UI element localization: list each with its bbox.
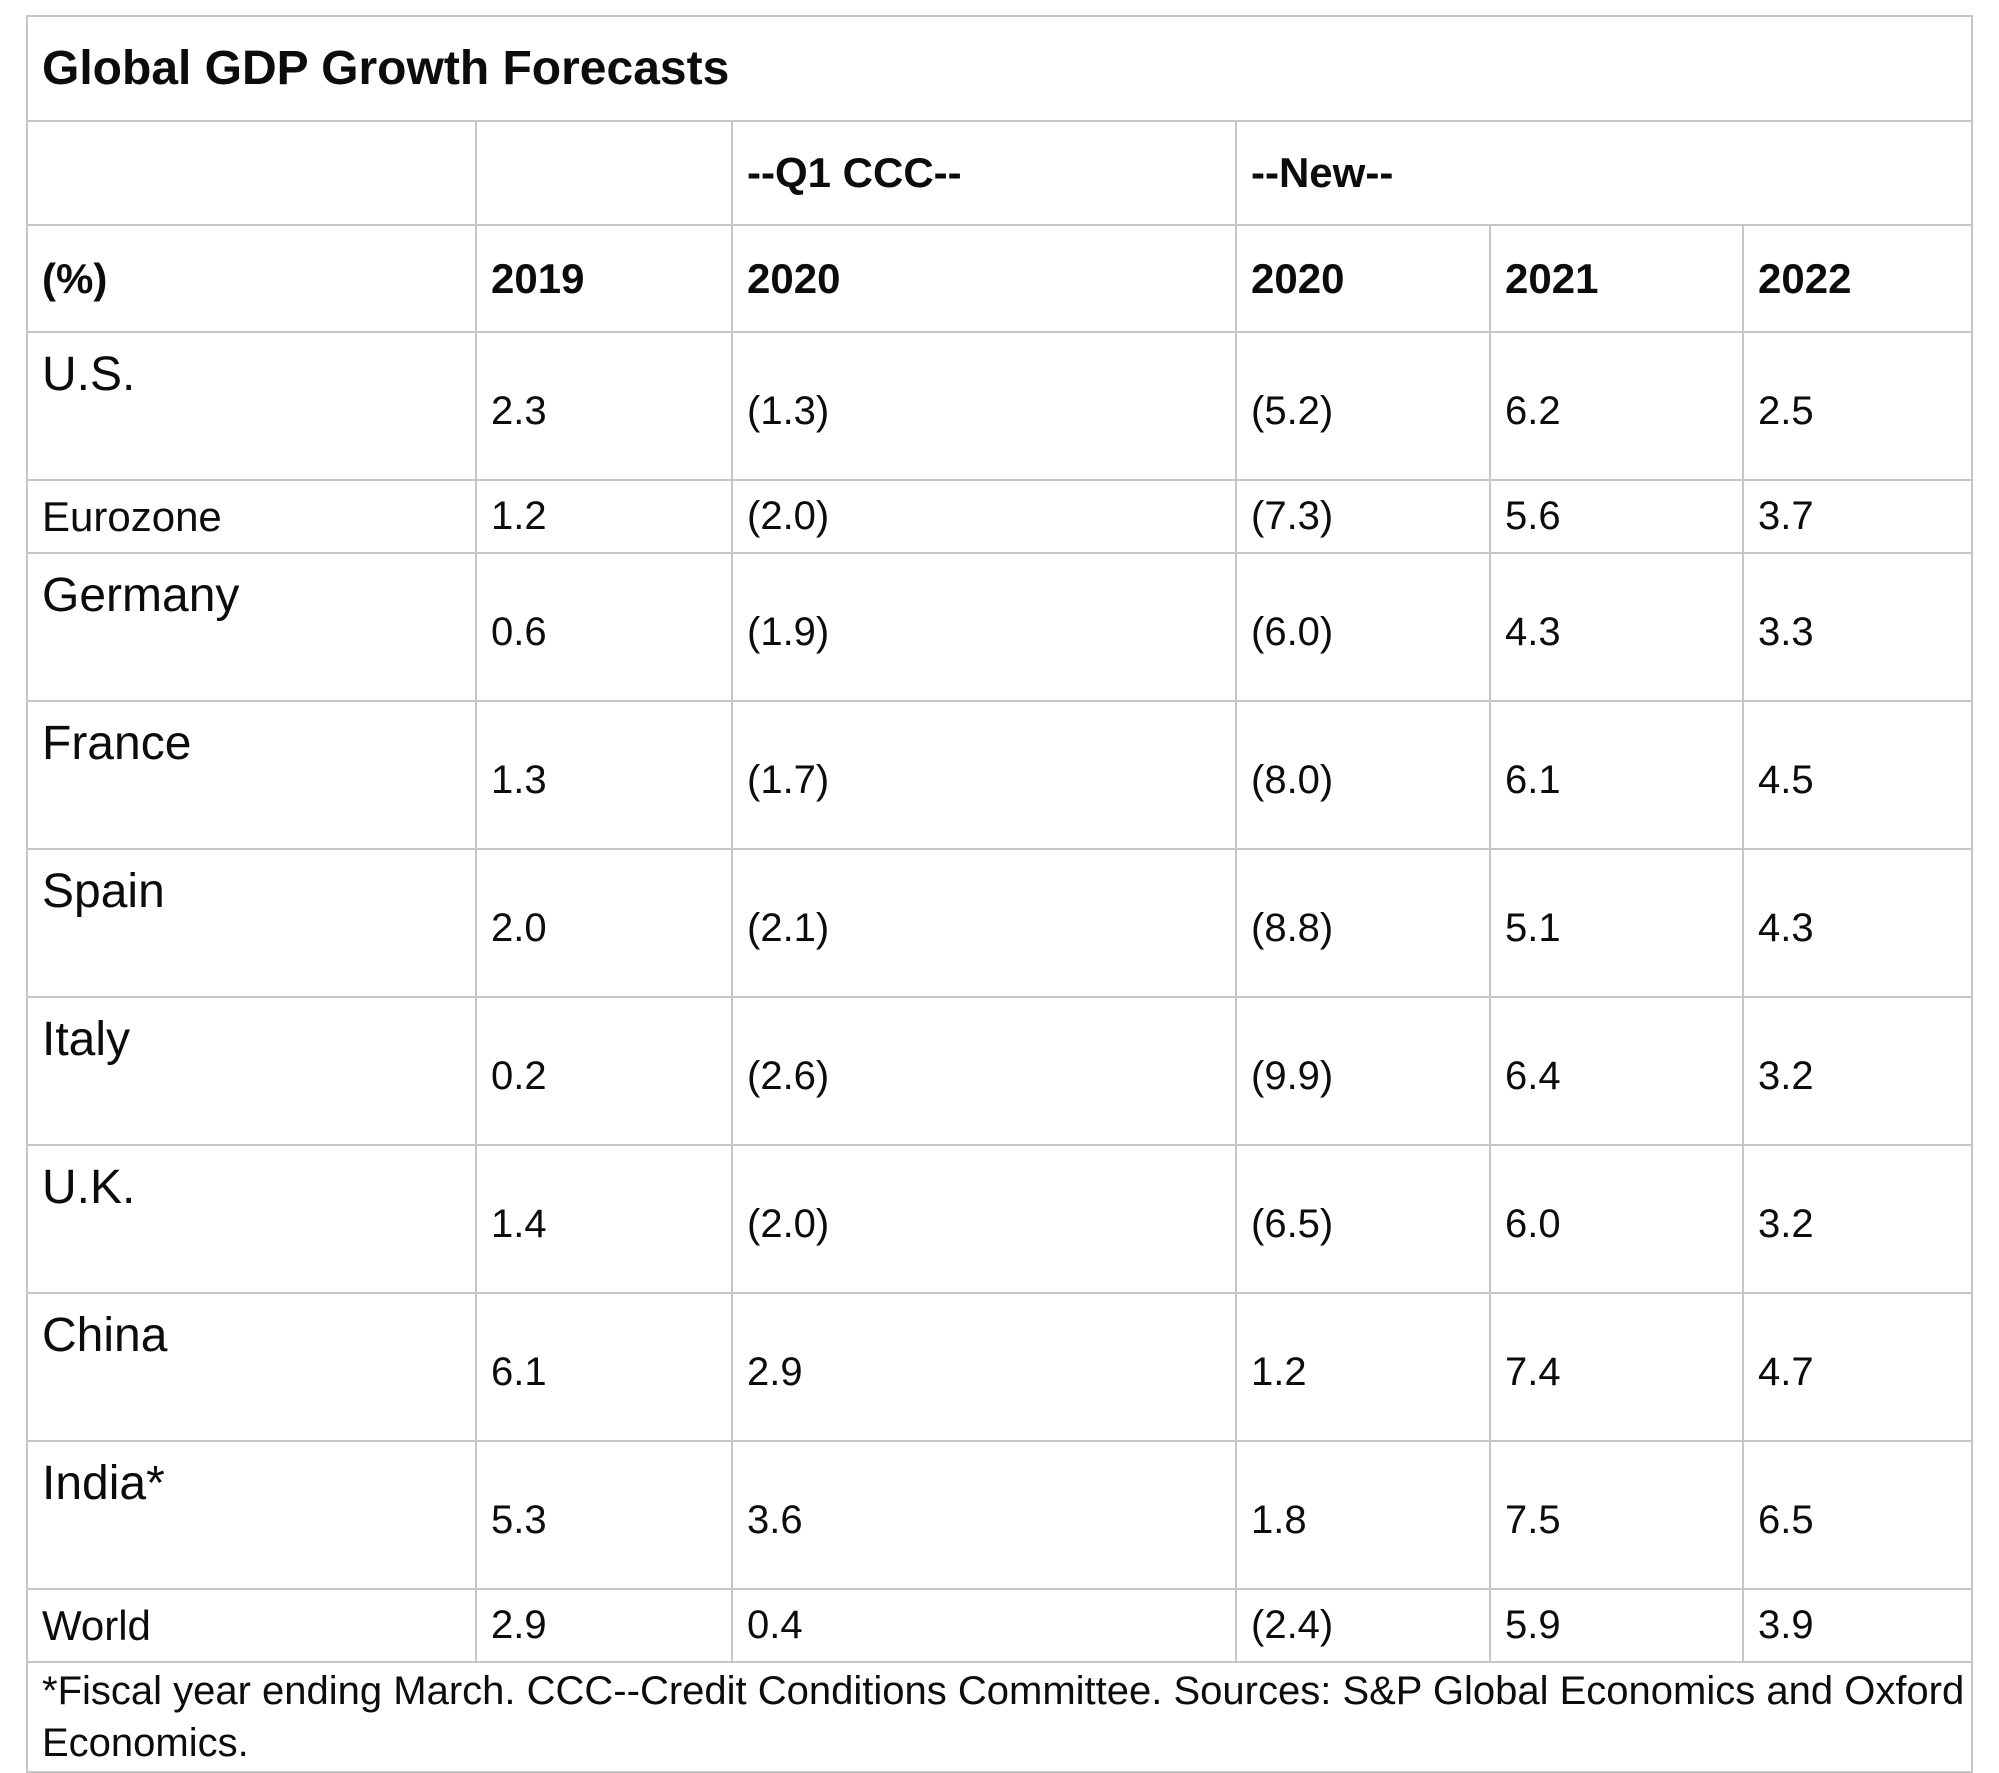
- cell-value: 2.0: [475, 848, 733, 998]
- column-header-2020b: 2020: [1235, 224, 1491, 333]
- row-label: Spain: [26, 848, 477, 998]
- cell-value: (8.0): [1235, 700, 1491, 850]
- cell-value: 2.9: [475, 1588, 733, 1663]
- table-row: Germany 0.6 (1.9) (6.0) 4.3 3.3: [26, 552, 1974, 702]
- cell-value: 1.4: [475, 1144, 733, 1294]
- cell-value: (2.4): [1235, 1588, 1491, 1663]
- row-label: France: [26, 700, 477, 850]
- cell-value: (2.0): [731, 479, 1237, 554]
- cell-value: 6.2: [1489, 331, 1744, 481]
- table-row: World 2.9 0.4 (2.4) 5.9 3.9: [26, 1588, 1974, 1663]
- cell-value: 6.5: [1741, 1440, 1974, 1590]
- table-row: France 1.3 (1.7) (8.0) 6.1 4.5: [26, 700, 1974, 850]
- cell-value: (7.3): [1235, 479, 1491, 554]
- group-header-row: --Q1 CCC-- --New--: [26, 120, 1974, 226]
- cell-value: 3.7: [1741, 479, 1974, 554]
- cell-value: (1.3): [731, 331, 1237, 481]
- title-row: Global GDP Growth Forecasts: [25, 15, 1974, 122]
- cell-value: 6.0: [1489, 1144, 1744, 1294]
- footnote: *Fiscal year ending March. CCC--Credit C…: [25, 1661, 1974, 1773]
- group-header-empty-1: [26, 120, 477, 226]
- cell-value: 5.3: [475, 1440, 733, 1590]
- cell-value: 7.4: [1489, 1292, 1744, 1442]
- group-header-q1ccc: --Q1 CCC--: [731, 120, 1237, 226]
- cell-value: 4.3: [1741, 848, 1974, 998]
- cell-value: (1.9): [731, 552, 1237, 702]
- cell-value: (6.5): [1235, 1144, 1491, 1294]
- group-header-new: --New--: [1234, 120, 1974, 226]
- cell-value: 7.5: [1489, 1440, 1744, 1590]
- cell-value: 3.9: [1741, 1588, 1974, 1663]
- table-row: U.K. 1.4 (2.0) (6.5) 6.0 3.2: [26, 1144, 1974, 1294]
- footnote-row: *Fiscal year ending March. CCC--Credit C…: [25, 1661, 1974, 1773]
- column-header-row: (%) 2019 2020 2020 2021 2022: [26, 224, 1974, 333]
- row-label: World: [26, 1588, 477, 1663]
- cell-value: 2.5: [1741, 331, 1974, 481]
- cell-value: (2.6): [731, 996, 1237, 1146]
- cell-value: (2.0): [731, 1144, 1237, 1294]
- table-row: India* 5.3 3.6 1.8 7.5 6.5: [26, 1440, 1974, 1590]
- cell-value: 5.1: [1489, 848, 1744, 998]
- cell-value: 1.3: [475, 700, 733, 850]
- cell-value: 3.2: [1741, 1144, 1974, 1294]
- cell-value: (8.8): [1235, 848, 1491, 998]
- cell-value: 4.7: [1741, 1292, 1974, 1442]
- column-header-unit: (%): [26, 224, 477, 333]
- cell-value: 2.3: [475, 331, 733, 481]
- row-label: Germany: [26, 552, 477, 702]
- cell-value: 4.3: [1489, 552, 1744, 702]
- row-label: China: [26, 1292, 477, 1442]
- cell-value: 3.2: [1741, 996, 1974, 1146]
- column-header-2019: 2019: [475, 224, 733, 333]
- row-label: U.S.: [26, 331, 477, 481]
- table-row: Spain 2.0 (2.1) (8.8) 5.1 4.3: [26, 848, 1974, 998]
- row-label: U.K.: [26, 1144, 477, 1294]
- cell-value: (1.7): [731, 700, 1237, 850]
- cell-value: 3.6: [731, 1440, 1237, 1590]
- footnote-line-1: *Fiscal year ending March. CCC--Credit C…: [42, 1669, 1965, 1713]
- row-label: Italy: [26, 996, 477, 1146]
- cell-value: 0.6: [475, 552, 733, 702]
- cell-value: (6.0): [1235, 552, 1491, 702]
- cell-value: 3.3: [1741, 552, 1974, 702]
- table-row: Italy 0.2 (2.6) (9.9) 6.4 3.2: [26, 996, 1974, 1146]
- cell-value: (2.1): [731, 848, 1237, 998]
- row-label: Eurozone: [26, 479, 477, 554]
- cell-value: 6.4: [1489, 996, 1744, 1146]
- table-row: U.S. 2.3 (1.3) (5.2) 6.2 2.5: [26, 331, 1974, 481]
- cell-value: 6.1: [1489, 700, 1744, 850]
- cell-value: 4.5: [1741, 700, 1974, 850]
- cell-value: 0.4: [731, 1588, 1237, 1663]
- cell-value: 5.6: [1489, 479, 1744, 554]
- cell-value: (5.2): [1235, 331, 1491, 481]
- cell-value: 5.9: [1489, 1588, 1744, 1663]
- table-row: Eurozone 1.2 (2.0) (7.3) 5.6 3.7: [26, 479, 1974, 554]
- cell-value: 0.2: [475, 996, 733, 1146]
- cell-value: (9.9): [1235, 996, 1491, 1146]
- column-header-2020a: 2020: [731, 224, 1237, 333]
- cell-value: 6.1: [475, 1292, 733, 1442]
- cell-value: 1.2: [475, 479, 733, 554]
- gdp-forecast-table: Global GDP Growth Forecasts --Q1 CCC-- -…: [25, 15, 1974, 1773]
- column-header-2021: 2021: [1489, 224, 1744, 333]
- group-header-empty-2: [475, 120, 733, 226]
- row-label: India*: [26, 1440, 477, 1590]
- column-header-2022: 2022: [1741, 224, 1974, 333]
- table-title: Global GDP Growth Forecasts: [25, 15, 1974, 122]
- table-row: China 6.1 2.9 1.2 7.4 4.7: [26, 1292, 1974, 1442]
- cell-value: 2.9: [731, 1292, 1237, 1442]
- cell-value: 1.2: [1235, 1292, 1491, 1442]
- cell-value: 1.8: [1235, 1440, 1491, 1590]
